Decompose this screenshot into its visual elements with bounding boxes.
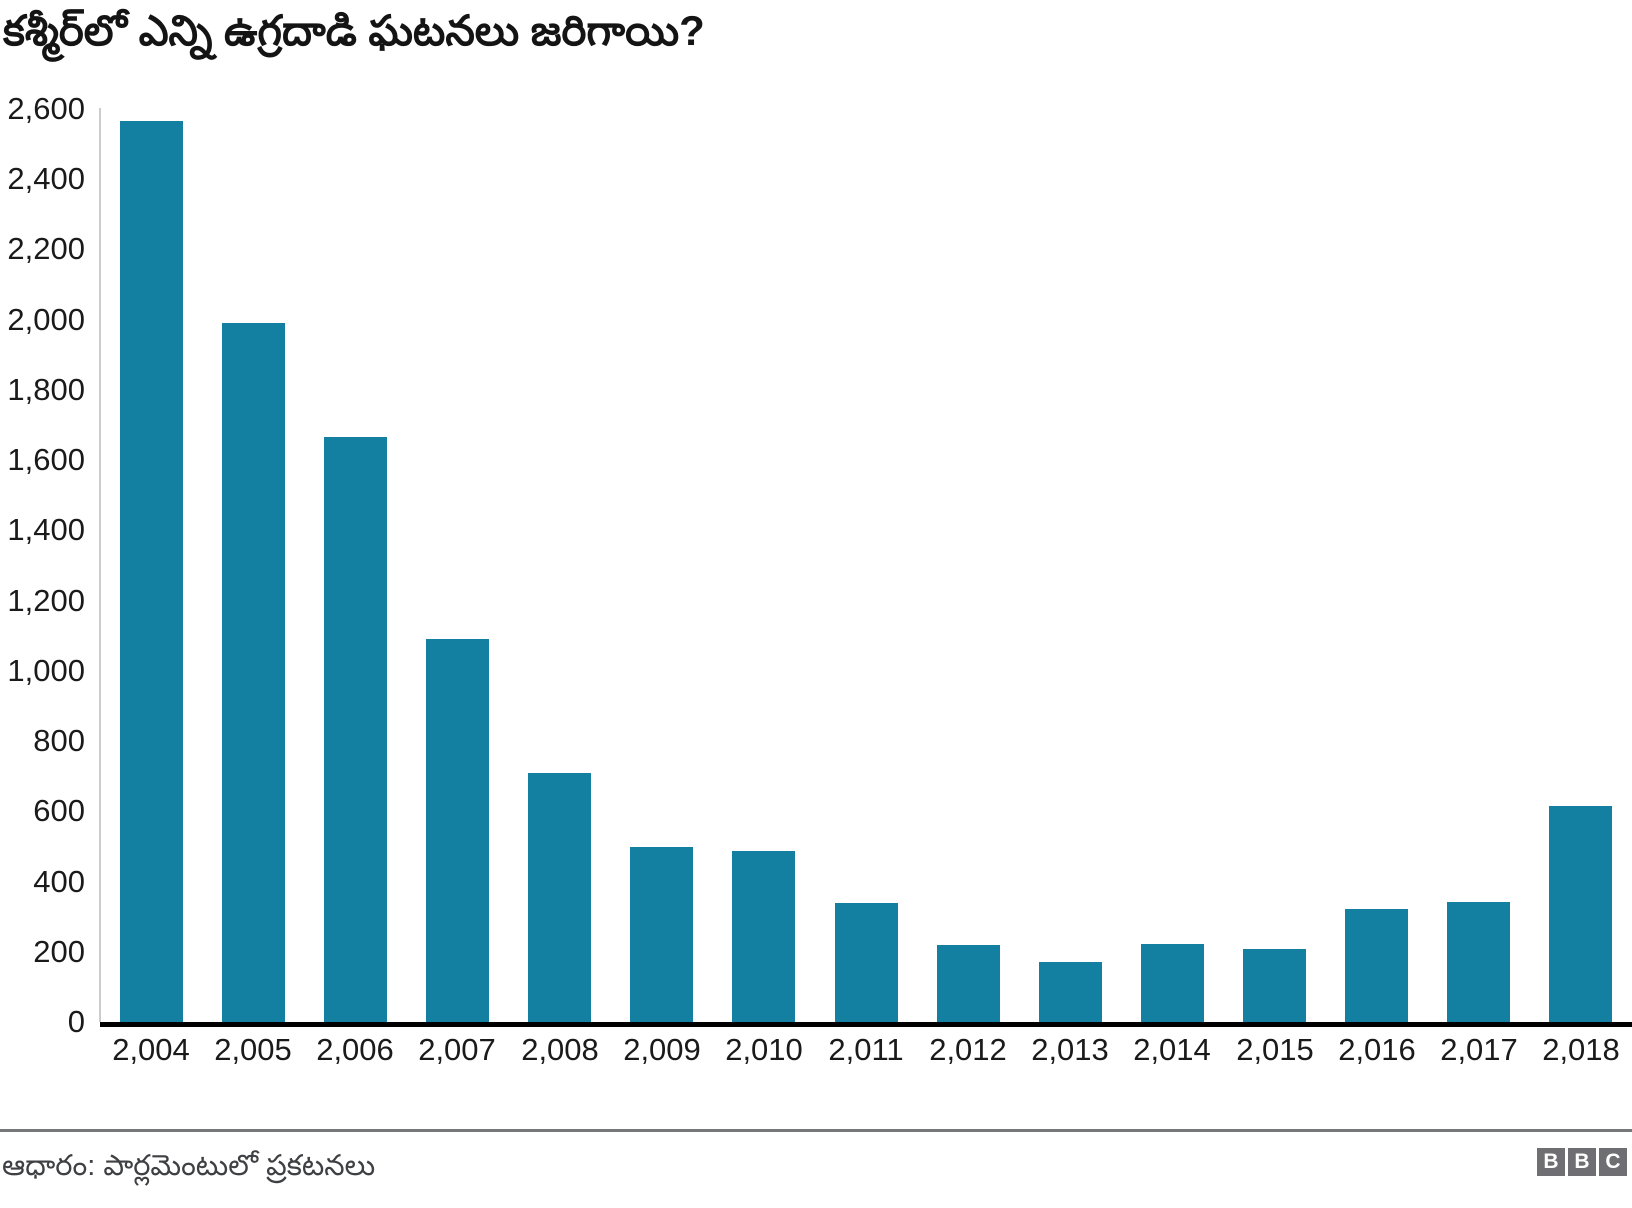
y-axis-tick-label: 400	[33, 863, 85, 899]
y-axis-tick-label: 2,400	[7, 161, 85, 197]
x-axis-tick-label: 2,014	[1133, 1032, 1211, 1067]
bar-2008	[528, 773, 591, 1022]
x-axis-tick-label: 2,013	[1031, 1032, 1109, 1067]
x-axis-tick-label: 2,017	[1440, 1032, 1518, 1067]
x-axis-tick-label: 2,015	[1236, 1032, 1314, 1067]
y-axis-tick-label: 800	[33, 723, 85, 759]
x-axis-tick-label: 2,008	[521, 1032, 599, 1067]
bar-2015	[1243, 949, 1306, 1022]
y-axis-tick-label: 2,600	[7, 91, 85, 126]
bar-2007	[426, 639, 489, 1022]
bar-2016	[1345, 909, 1408, 1022]
bar-2005	[222, 323, 285, 1022]
x-axis-tick-label: 2,011	[828, 1032, 904, 1067]
x-axis-line	[100, 1022, 1632, 1027]
y-axis-tick-label: 600	[33, 793, 85, 829]
bar-2006	[324, 437, 387, 1022]
source-text: ఆధారం: పార్లమెంటులో ప్రకటనలు	[2, 1150, 376, 1182]
bbc-logo-letter: B	[1568, 1148, 1596, 1176]
y-axis-tick-label: 1,800	[7, 371, 85, 407]
x-axis-tick-label: 2,018	[1542, 1032, 1620, 1067]
y-axis-tick-label: 2,200	[7, 231, 85, 267]
x-axis-tick-label: 2,004	[112, 1032, 190, 1067]
y-axis-tick-label: 200	[33, 933, 85, 969]
x-axis-tick-label: 2,009	[623, 1032, 701, 1067]
footer-divider	[0, 1129, 1632, 1132]
y-axis-tick-label: 0	[67, 1004, 85, 1039]
y-axis-tick-label: 1,600	[7, 442, 85, 478]
bbc-logo-letter: B	[1537, 1148, 1565, 1176]
y-axis-line	[99, 108, 101, 1022]
bar-2012	[937, 945, 1000, 1022]
x-axis-tick-label: 2,012	[929, 1032, 1007, 1067]
y-axis-tick-label: 2,000	[7, 301, 85, 337]
bbc-logo-letter: C	[1599, 1148, 1627, 1176]
bar-2013	[1039, 962, 1102, 1022]
y-axis-tick-label: 1,200	[7, 582, 85, 618]
bar-2014	[1141, 944, 1204, 1022]
bar-2010	[732, 851, 795, 1022]
x-axis-tick-label: 2,016	[1338, 1032, 1416, 1067]
bar-2017	[1447, 902, 1510, 1022]
chart-title: కశ్మీర్‌లో ఎన్ని ఉగ్రదాడి ఘటనలు జరిగాయి?	[3, 7, 705, 54]
x-axis-tick-label: 2,006	[316, 1032, 394, 1067]
x-axis-tick-label: 2,010	[725, 1032, 803, 1067]
bar-chart: 0 200 400 600 800 1,000 1,200 1,400 1,600 1,800 2,…	[7, 91, 1632, 1067]
x-axis-tick-label: 2,007	[418, 1032, 496, 1067]
bar-2011	[835, 903, 898, 1022]
bar-2009	[630, 847, 693, 1022]
y-axis-tick-label: 1,000	[7, 652, 85, 688]
bar-2004	[120, 121, 183, 1022]
x-axis-tick-label: 2,005	[214, 1032, 292, 1067]
y-axis-tick-label: 1,400	[7, 512, 85, 548]
bar-2018	[1549, 806, 1612, 1022]
